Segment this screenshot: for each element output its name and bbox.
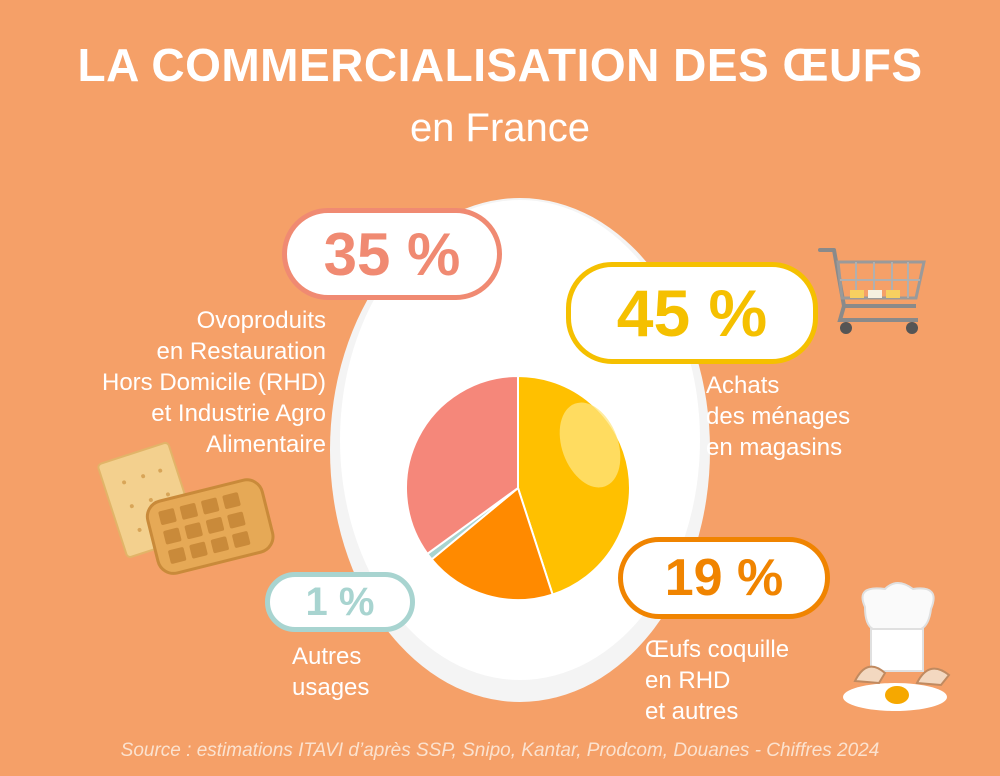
pie-highlight	[559, 402, 621, 488]
chef-hat-egg-icon	[843, 582, 951, 711]
ovoproduits-label: Ovoproduits en Restauration Hors Domicil…	[60, 305, 326, 460]
ovoproduits-label-line: Hors Domicile (RHD)	[101, 369, 326, 396]
achats-label-line: en magasins	[706, 434, 843, 461]
shopping-cart-icon	[818, 248, 926, 334]
coquille-label-line: et autres	[645, 698, 739, 725]
ovoproduits-label-line: et Industrie Agro	[151, 400, 326, 427]
source-note: Source : estimations ITAVI d’après SSP, …	[120, 740, 880, 761]
autres-label-line: usages	[292, 674, 370, 701]
ovoproduits-label-line: Ovoproduits	[196, 307, 326, 334]
achats-percent-badge: 45 %	[566, 262, 818, 364]
pie	[405, 374, 631, 601]
achats-label-line: des ménages	[706, 403, 851, 430]
achats-label-line: Achats	[706, 372, 780, 399]
cracker-waffle-icon	[97, 441, 275, 575]
ovoproduits-percent-badge: 35 %	[282, 208, 502, 300]
ovoproduits-label-line: en Restauration	[156, 338, 326, 365]
coquille-percent-badge: 19 %	[618, 537, 830, 619]
pie-slice-3	[405, 374, 519, 556]
page-subtitle: en France	[409, 106, 591, 150]
autres-label: Autres usages	[292, 641, 452, 703]
autres-label-line: Autres	[292, 643, 362, 670]
ovoproduits-label-line: Alimentaire	[205, 431, 326, 458]
coquille-label-line: en RHD	[645, 667, 731, 694]
coquille-label-line: Œufs coquille	[645, 636, 790, 663]
autres-percent-badge: 1 %	[265, 572, 415, 632]
pie-slice-1	[430, 486, 554, 601]
page-title: LA COMMERCIALISATION DES ŒUFS	[77, 39, 923, 91]
coquille-label: Œufs coquille en RHD et autres	[645, 634, 905, 727]
achats-label: Achats des ménages en magasins	[706, 370, 966, 463]
